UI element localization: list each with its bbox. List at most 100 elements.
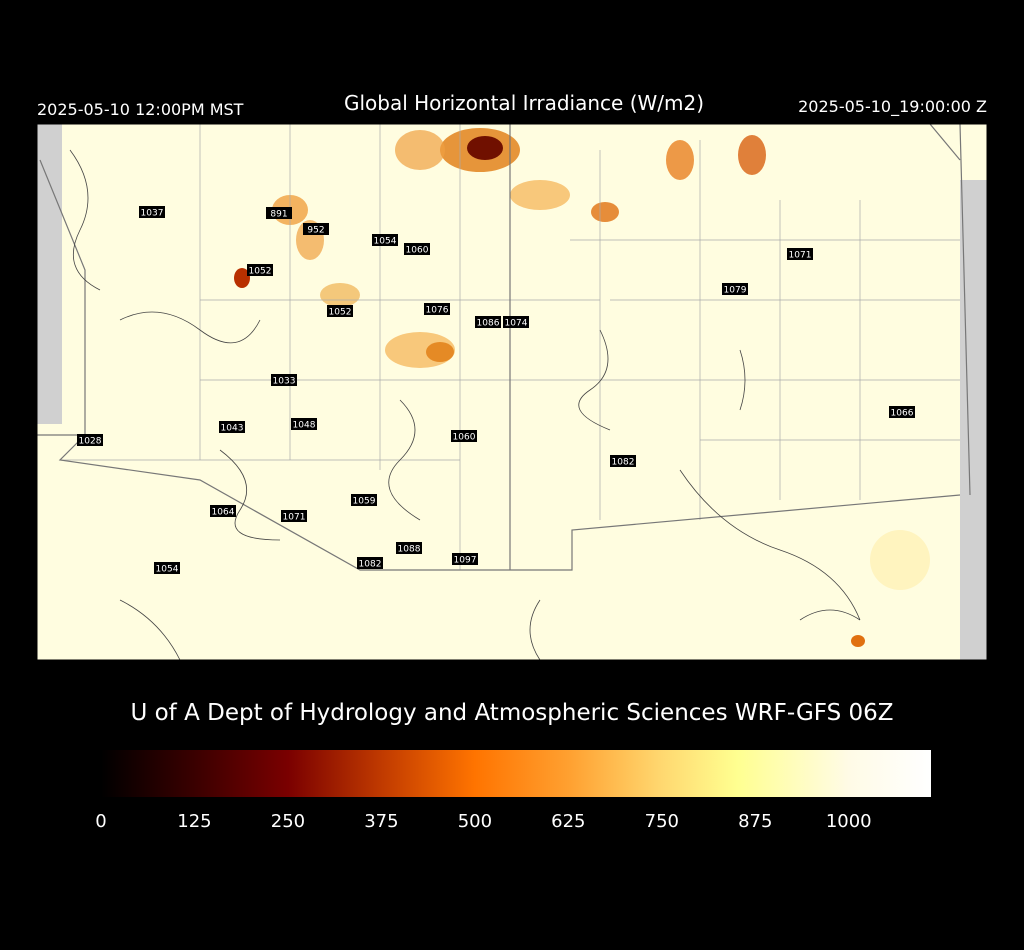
station-label: 1064: [210, 505, 236, 518]
colorbar-tick-label: 750: [645, 811, 679, 832]
station-value: 1060: [406, 246, 429, 256]
station-label-box: [139, 206, 165, 218]
map-frame: [36, 123, 988, 661]
station-label: 1082: [357, 557, 383, 570]
credit: U of A Dept of Hydrology and Atmospheric…: [130, 700, 893, 726]
station-value: 1076: [426, 306, 449, 316]
map-area: 1037 891 952 1054 1060 1052 1071 1079 1052 1076 10…: [36, 123, 988, 661]
station-label: 952: [303, 223, 329, 236]
station-value: 1066: [891, 409, 914, 419]
station-label-box: [291, 418, 317, 430]
colorbar-tick-label: 125: [177, 811, 211, 832]
station-label: 1037: [139, 206, 165, 219]
colorbar-tick-label: 375: [364, 811, 398, 832]
station-value: 891: [270, 210, 287, 220]
station-value: 1054: [156, 565, 179, 575]
county-lines: [60, 124, 960, 570]
station-value: 1052: [329, 308, 352, 318]
station-value: 1082: [612, 458, 635, 468]
station-value: 1059: [353, 497, 376, 507]
station-label-box: [327, 305, 353, 317]
station-label: 1048: [291, 418, 317, 431]
station-label-box: [503, 316, 529, 328]
station-label-box: [266, 207, 292, 219]
station-label: 1028: [77, 434, 103, 447]
station-label-box: [247, 264, 273, 276]
no-data-strip: [960, 180, 987, 660]
station-labels: 1037 891 952 1054 1060 1052 1071 1079 1052 1076 10…: [77, 206, 915, 575]
station-label: 1054: [372, 234, 398, 247]
station-label-box: [271, 374, 297, 386]
station-value: 1037: [141, 209, 164, 219]
station-label: 1060: [451, 430, 477, 443]
station-label: 1071: [281, 510, 307, 523]
no-data-strip: [37, 124, 62, 424]
colorbar: 0 125 250 375 500 625 750 875 1000: [95, 750, 931, 832]
valid-time: 2025-05-10_19:00:00 Z: [798, 97, 987, 117]
station-label-box: [889, 406, 915, 418]
station-label: 1086: [475, 316, 501, 329]
colorbar-tick-label: 250: [271, 811, 305, 832]
station-label-box: [372, 234, 398, 246]
colorbar-tick-label: 500: [458, 811, 492, 832]
station-label-box: [281, 510, 307, 522]
colorbar-tick-label: 0: [95, 811, 106, 832]
station-label-box: [722, 283, 748, 295]
state-borders: [37, 123, 971, 571]
station-label-box: [475, 316, 501, 328]
map-fill: [62, 124, 960, 660]
station-value: 952: [307, 226, 324, 236]
station-label: 1097: [452, 553, 478, 566]
station-label: 1076: [424, 303, 450, 316]
colorbar-tick-label: 875: [738, 811, 772, 832]
station-label-box: [303, 223, 329, 235]
station-value: 1064: [212, 508, 235, 518]
cloud-shading: [234, 128, 930, 647]
station-label-box: [610, 455, 636, 467]
station-label: 1052: [247, 264, 273, 277]
local-time: 2025-05-10 12:00PM MST: [37, 100, 244, 119]
station-label-box: [351, 494, 377, 506]
station-value: 1028: [79, 437, 102, 447]
station-label-box: [357, 557, 383, 569]
station-label-box: [404, 243, 430, 255]
station-label: 1074: [503, 316, 529, 329]
station-value: 1043: [221, 424, 244, 434]
station-label-box: [219, 421, 245, 433]
station-label-box: [154, 562, 180, 574]
station-value: 1079: [724, 286, 747, 296]
station-label: 1071: [787, 248, 813, 261]
station-label-box: [424, 303, 450, 315]
station-label: 1054: [154, 562, 180, 575]
station-value: 1054: [374, 237, 397, 247]
station-label-box: [452, 553, 478, 565]
station-label-box: [787, 248, 813, 260]
station-label: 1088: [396, 542, 422, 555]
station-value: 1071: [789, 251, 812, 261]
colorbar-tick-label: 625: [551, 811, 585, 832]
station-value: 1060: [453, 433, 476, 443]
station-label: 1066: [889, 406, 915, 419]
station-value: 1097: [454, 556, 477, 566]
station-value: 1074: [505, 319, 528, 329]
station-value: 1033: [273, 377, 296, 387]
station-label: 1060: [404, 243, 430, 256]
station-label-box: [396, 542, 422, 554]
station-label: 1059: [351, 494, 377, 507]
station-label: 891: [266, 207, 292, 220]
map-title: Global Horizontal Irradiance (W/m2): [344, 91, 704, 115]
colorbar-tick-label: 1000: [826, 811, 872, 832]
station-label-box: [210, 505, 236, 517]
station-label: 1043: [219, 421, 245, 434]
terrain-contours: [69, 149, 861, 661]
station-value: 1052: [249, 267, 272, 277]
station-label-box: [451, 430, 477, 442]
station-value: 1048: [293, 421, 316, 431]
station-label-box: [77, 434, 103, 446]
station-label: 1052: [327, 305, 353, 318]
station-label: 1082: [610, 455, 636, 468]
station-value: 1071: [283, 513, 306, 523]
station-label: 1033: [271, 374, 297, 387]
